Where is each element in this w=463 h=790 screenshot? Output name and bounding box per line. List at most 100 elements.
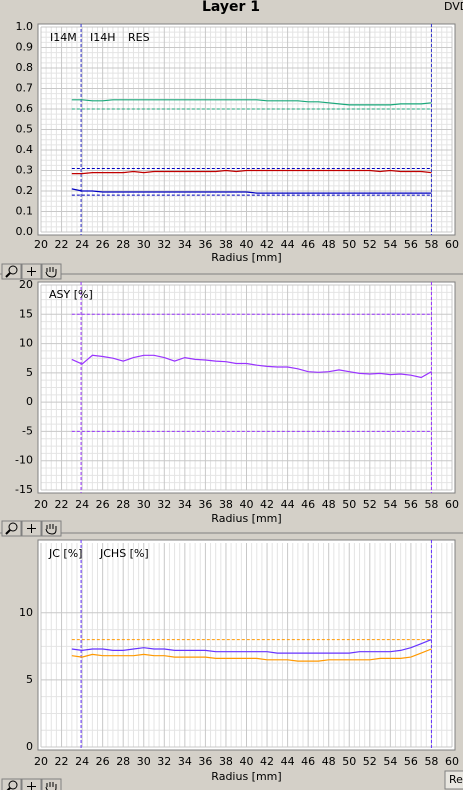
y-tick-label: 0.8 — [16, 61, 34, 74]
x-tick-label: 30 — [137, 498, 151, 511]
x-axis-label: Radius [mm] — [211, 512, 281, 525]
tool-button[interactable] — [41, 520, 62, 537]
y-tick-label: 0.9 — [16, 41, 34, 54]
x-tick-label: 24 — [75, 755, 89, 768]
x-tick-label: 22 — [55, 498, 69, 511]
x-tick-label: 34 — [178, 755, 192, 768]
x-tick-label: 56 — [404, 238, 418, 251]
x-tick-label: 44 — [281, 498, 295, 511]
x-tick-label: 22 — [55, 238, 69, 251]
y-tick-label: 0.3 — [16, 164, 34, 177]
x-tick-label: 40 — [240, 238, 254, 251]
tool-button[interactable] — [41, 778, 62, 790]
legend-label: ASY [%] — [49, 288, 93, 301]
y-tick-label: 5 — [26, 673, 33, 686]
x-tick-label: 60 — [445, 238, 459, 251]
y-tick-label: 0 — [26, 395, 33, 408]
x-tick-label: 24 — [75, 238, 89, 251]
x-tick-label: 48 — [322, 238, 336, 251]
pan-icon[interactable] — [45, 782, 57, 790]
x-tick-label: 38 — [219, 238, 233, 251]
y-tick-label: 0.4 — [16, 143, 34, 156]
x-tick-label: 40 — [240, 498, 254, 511]
legend-label: JC [%] — [48, 547, 82, 560]
x-tick-label: 48 — [322, 498, 336, 511]
x-tick-label: 28 — [116, 238, 130, 251]
y-tick-label: 0.6 — [16, 102, 34, 115]
x-tick-label: 34 — [178, 498, 192, 511]
x-tick-label: 46 — [301, 755, 315, 768]
x-tick-label: 36 — [198, 238, 212, 251]
x-tick-label: 54 — [383, 498, 397, 511]
button-label[interactable]: Res — [449, 773, 463, 786]
zoom-icon[interactable] — [6, 787, 11, 790]
x-axis-label: Radius [mm] — [211, 251, 281, 264]
x-tick-label: 60 — [445, 498, 459, 511]
chart-toolbar[interactable] — [1, 263, 62, 280]
x-tick-label: 32 — [157, 498, 171, 511]
chart-toolbar[interactable] — [1, 778, 62, 790]
x-tick-label: 36 — [198, 755, 212, 768]
res-button[interactable]: Res — [444, 770, 463, 790]
x-tick-label: 42 — [260, 755, 274, 768]
y-tick-label: 0.7 — [16, 82, 34, 95]
x-tick-label: 38 — [219, 755, 233, 768]
y-tick-label: 20 — [19, 278, 33, 291]
y-tick-label: 0 — [26, 740, 33, 753]
x-tick-label: 56 — [404, 755, 418, 768]
x-tick-label: 26 — [96, 498, 110, 511]
x-tick-label: 50 — [342, 755, 356, 768]
x-tick-label: 58 — [424, 498, 438, 511]
series-line — [71, 648, 432, 662]
y-tick-label: 5 — [26, 366, 33, 379]
zoom-icon[interactable] — [5, 529, 11, 535]
x-tick-label: 26 — [96, 238, 110, 251]
y-tick-label: 0.0 — [16, 225, 34, 238]
x-tick-label: 40 — [240, 755, 254, 768]
series-line — [71, 354, 432, 379]
title-bar — [0, 0, 463, 14]
layer-title: Layer 1 — [202, 0, 260, 15]
x-tick-label: 50 — [342, 238, 356, 251]
y-tick-label: 10 — [19, 606, 33, 619]
x-tick-label: 42 — [260, 498, 274, 511]
disc-type: DVD — [444, 0, 463, 13]
y-tick-label: -15 — [15, 483, 33, 496]
x-tick-label: 54 — [383, 755, 397, 768]
series-line — [71, 188, 432, 194]
x-tick-label: 34 — [178, 238, 192, 251]
chart-toolbar[interactable] — [1, 520, 62, 537]
x-tick-label: 28 — [116, 755, 130, 768]
y-tick-label: 0.5 — [16, 123, 34, 136]
legend-label: JCHS [%] — [99, 547, 149, 560]
button-frame[interactable] — [444, 770, 463, 790]
zoom-icon[interactable] — [8, 780, 18, 790]
y-tick-label: 0.2 — [16, 184, 34, 197]
zoom-icon[interactable] — [5, 272, 11, 278]
series-line — [71, 99, 432, 106]
pan-icon[interactable] — [45, 524, 57, 535]
x-tick-label: 28 — [116, 498, 130, 511]
x-tick-label: 60 — [445, 755, 459, 768]
zoom-icon[interactable] — [8, 522, 18, 532]
x-tick-label: 46 — [301, 238, 315, 251]
x-tick-label: 32 — [157, 238, 171, 251]
series-line — [71, 169, 432, 175]
x-tick-label: 58 — [424, 755, 438, 768]
x-tick-label: 44 — [281, 238, 295, 251]
tool-button[interactable] — [41, 263, 62, 280]
x-tick-label: 52 — [363, 238, 377, 251]
zoom-icon[interactable] — [8, 265, 18, 275]
pan-icon[interactable] — [45, 267, 57, 278]
x-tick-label: 46 — [301, 498, 315, 511]
x-tick-label: 24 — [75, 498, 89, 511]
x-tick-label: 38 — [219, 498, 233, 511]
x-tick-label: 30 — [137, 755, 151, 768]
tool-button[interactable] — [1, 778, 22, 790]
x-tick-label: 26 — [96, 755, 110, 768]
legend-label: RES — [128, 31, 150, 44]
x-axis-label: Radius [mm] — [211, 770, 281, 783]
x-tick-label: 42 — [260, 238, 274, 251]
x-tick-label: 30 — [137, 238, 151, 251]
x-tick-label: 50 — [342, 498, 356, 511]
